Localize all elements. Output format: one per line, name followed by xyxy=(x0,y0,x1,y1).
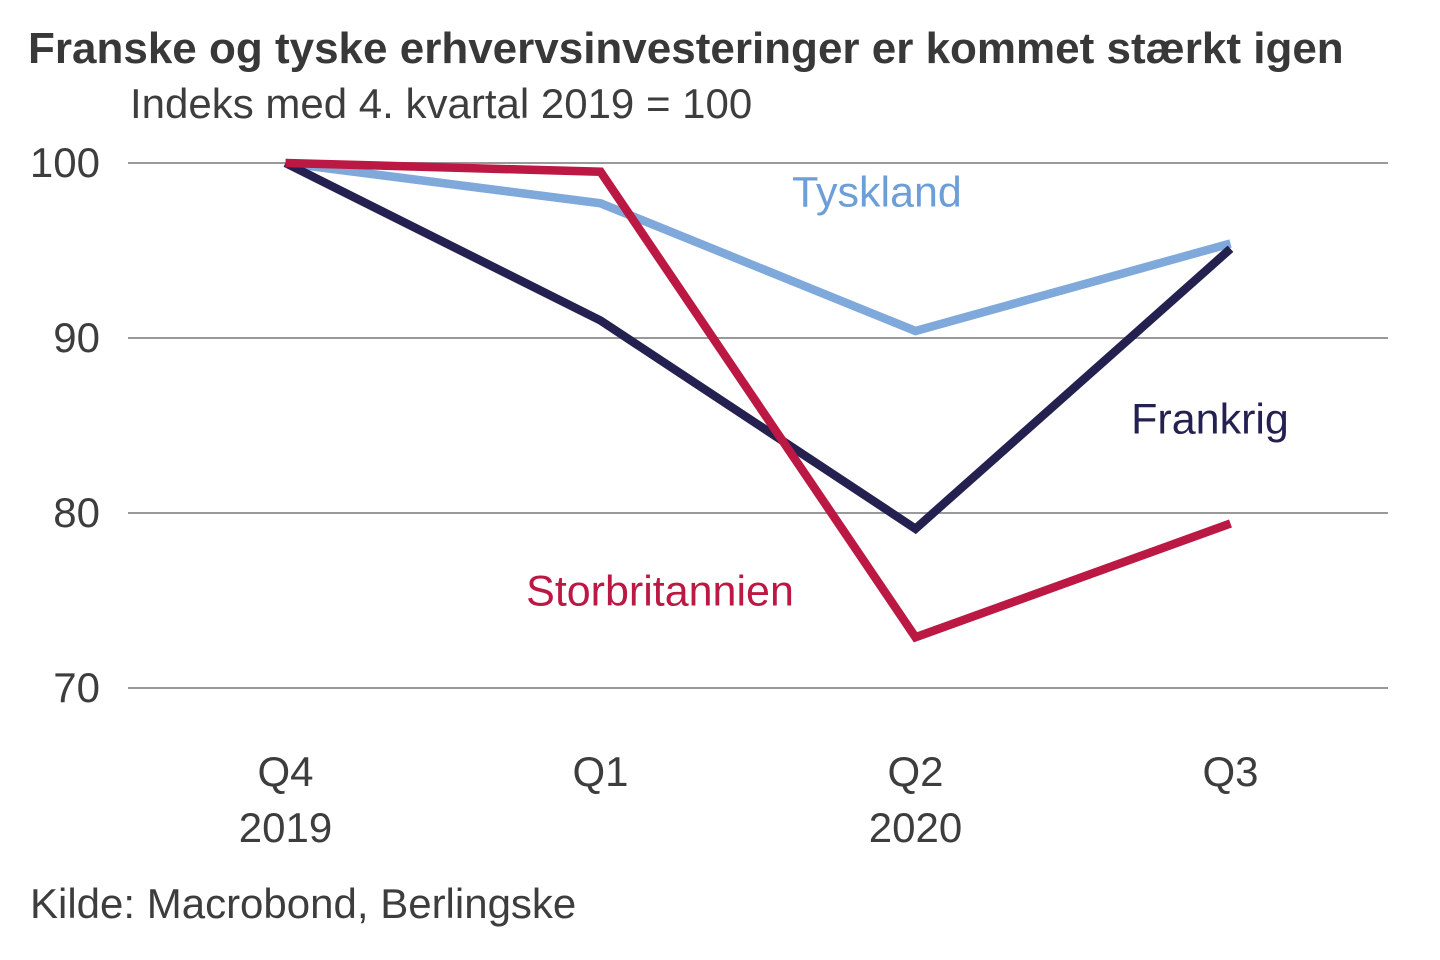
x-tick-label-q4: Q4 xyxy=(257,748,314,795)
series-lines xyxy=(283,158,1234,643)
source-attribution: Kilde: Macrobond, Berlingske xyxy=(30,880,577,927)
y-tick-label-70: 70 xyxy=(53,664,100,711)
x-tick-label-q3: Q3 xyxy=(1202,748,1259,795)
x-year-label-2019: 2019 xyxy=(238,804,333,851)
x-year-label-2020: 2020 xyxy=(868,804,963,851)
y-tick-label-80: 80 xyxy=(53,489,100,536)
y-tick-label-90: 90 xyxy=(53,314,100,361)
y-tick-label-100: 100 xyxy=(29,139,100,186)
series-line-frankrig xyxy=(283,159,1234,535)
series-line-storbritannien xyxy=(285,158,1232,643)
x-tick-label-q1: Q1 xyxy=(572,748,629,795)
series-label-frankrig: Frankrig xyxy=(1131,395,1289,444)
x-tick-label-q2: Q2 xyxy=(887,748,944,795)
series-label-storbritannien: Storbritannien xyxy=(526,567,794,616)
series-label-tyskland: Tyskland xyxy=(792,168,962,217)
chart-title: Franske og tyske erhvervsinvesteringer e… xyxy=(28,24,1344,73)
chart-subtitle: Indeks med 4. kvartal 2019 = 100 xyxy=(130,80,753,127)
series-line-tyskland xyxy=(284,158,1232,336)
